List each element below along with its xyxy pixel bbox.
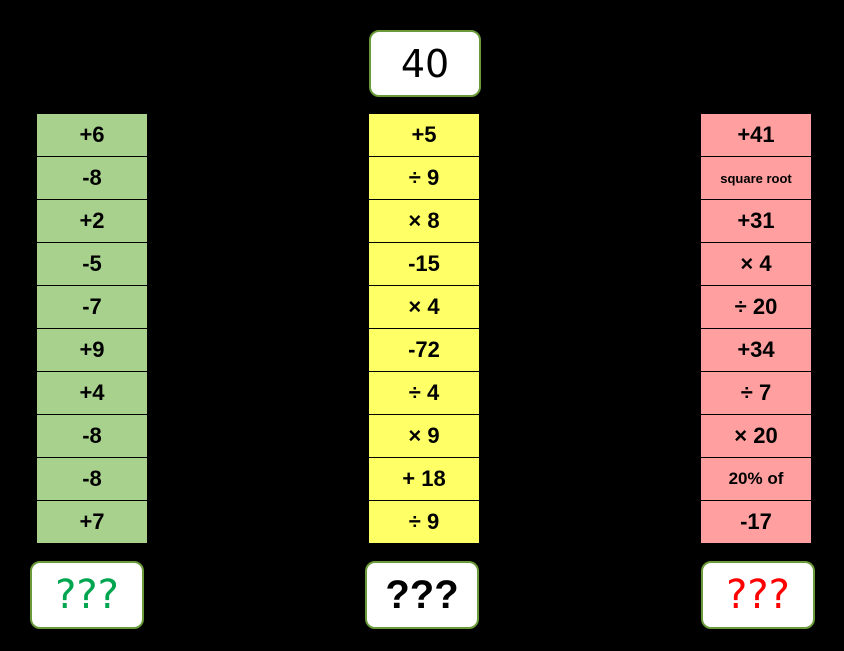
- yellow-operation-6: -72: [369, 329, 479, 372]
- red-operation-8: × 20: [701, 415, 811, 458]
- red-operation-5: ÷ 20: [701, 286, 811, 329]
- red-operation-2: square root: [701, 157, 811, 200]
- yellow-operation-8: × 9: [369, 415, 479, 458]
- red-operation-4: × 4: [701, 243, 811, 286]
- green-answer: ???: [55, 572, 119, 618]
- red-operation-6: +34: [701, 329, 811, 372]
- green-operation-6: +9: [37, 329, 147, 372]
- yellow-operation-2: ÷ 9: [369, 157, 479, 200]
- green-operation-9: -8: [37, 458, 147, 501]
- red-operation-1: +41: [701, 114, 811, 157]
- green-operation-7: +4: [37, 372, 147, 415]
- green-operation-1: +6: [37, 114, 147, 157]
- red-operation-7: ÷ 7: [701, 372, 811, 415]
- yellow-answer: ???: [385, 572, 459, 617]
- red-answer: ???: [726, 572, 790, 618]
- yellow-operation-10: ÷ 9: [369, 501, 479, 543]
- yellow-operation-7: ÷ 4: [369, 372, 479, 415]
- start-number-box: 40: [369, 30, 481, 97]
- yellow-operation-3: × 8: [369, 200, 479, 243]
- red-operation-9: 20% of: [701, 458, 811, 501]
- yellow-operations-column: +5 ÷ 9 × 8 -15 × 4 -72 ÷ 4 × 9 + 18 ÷ 9: [369, 114, 479, 543]
- green-operation-3: +2: [37, 200, 147, 243]
- green-operation-8: -8: [37, 415, 147, 458]
- yellow-operation-9: + 18: [369, 458, 479, 501]
- red-operations-column: +41 square root +31 × 4 ÷ 20 +34 ÷ 7 × 2…: [701, 114, 811, 543]
- green-answer-box: ???: [30, 561, 144, 629]
- start-number: 40: [400, 41, 450, 86]
- green-operation-5: -7: [37, 286, 147, 329]
- green-operation-4: -5: [37, 243, 147, 286]
- green-operations-column: +6 -8 +2 -5 -7 +9 +4 -8 -8 +7: [37, 114, 147, 543]
- green-operation-10: +7: [37, 501, 147, 543]
- red-operation-3: +31: [701, 200, 811, 243]
- red-answer-box: ???: [701, 561, 815, 629]
- yellow-answer-box: ???: [365, 561, 479, 629]
- yellow-operation-5: × 4: [369, 286, 479, 329]
- yellow-operation-1: +5: [369, 114, 479, 157]
- green-operation-2: -8: [37, 157, 147, 200]
- red-operation-10: -17: [701, 501, 811, 543]
- yellow-operation-4: -15: [369, 243, 479, 286]
